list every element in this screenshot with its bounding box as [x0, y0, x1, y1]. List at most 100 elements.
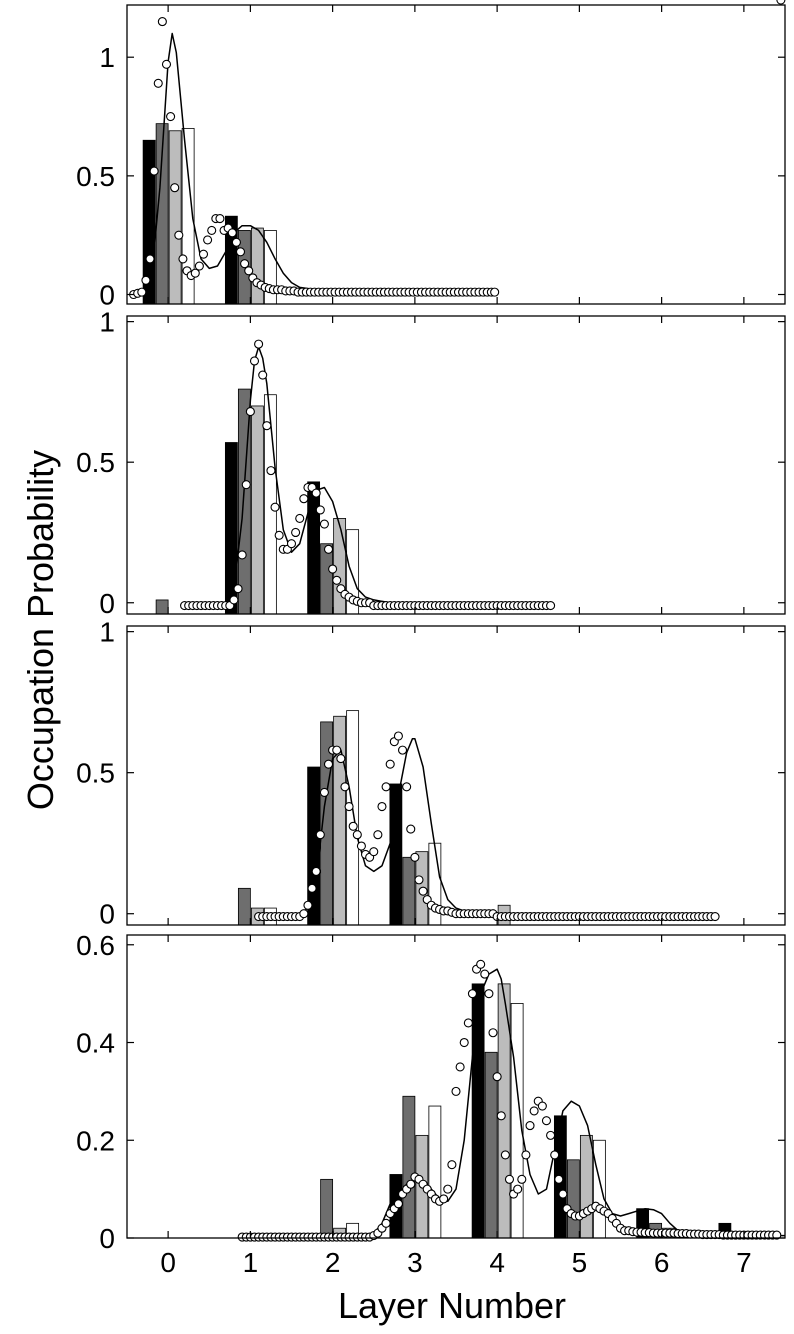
- data-point: [439, 1194, 449, 1204]
- x-tick-label: 0: [160, 1247, 176, 1278]
- plot-frame: [126, 934, 786, 1239]
- y-tick-label: 0.4: [76, 1028, 115, 1059]
- data-point: [369, 847, 379, 857]
- y-tick-label: 0.6: [76, 930, 115, 961]
- bar-layer5-series2: [566, 1159, 580, 1239]
- data-point: [311, 488, 321, 498]
- data-point: [258, 370, 268, 380]
- data-point: [402, 782, 412, 792]
- data-point: [237, 550, 247, 560]
- data-point: [710, 911, 720, 922]
- data-point: [244, 266, 254, 276]
- y-axis-title: Occupation Probability: [20, 450, 61, 810]
- data-point: [385, 759, 395, 769]
- data-point: [459, 1037, 469, 1048]
- data-point: [161, 59, 172, 69]
- data-point: [529, 1106, 539, 1116]
- data-point: [137, 287, 147, 297]
- data-point: [418, 886, 428, 896]
- data-point: [323, 544, 334, 554]
- data-point: [554, 1174, 564, 1184]
- data-point: [490, 287, 500, 297]
- data-point: [149, 166, 159, 176]
- data-point: [537, 1101, 547, 1111]
- bar-layer0-series2: [155, 599, 169, 615]
- data-point: [319, 519, 329, 529]
- bar-layer4-series1: [471, 983, 485, 1239]
- data-point: [550, 1150, 560, 1160]
- data-point: [153, 78, 163, 88]
- data-point: [500, 1150, 510, 1160]
- data-point: [397, 745, 408, 755]
- data-point: [373, 830, 383, 840]
- data-point: [194, 261, 204, 271]
- data-point: [319, 787, 329, 797]
- data-point: [344, 801, 354, 812]
- data-point: [235, 247, 246, 257]
- data-point: [381, 1218, 391, 1228]
- y-tick-label: 1: [99, 307, 115, 338]
- data-point: [480, 969, 490, 979]
- data-point: [174, 230, 184, 240]
- panel-2: 00.51: [76, 307, 786, 619]
- data-point: [240, 259, 250, 269]
- data-point: [410, 852, 420, 862]
- panel-4: 0 0.2 0.4 0.6: [76, 0, 786, 1254]
- y-tick-label: 0.5: [76, 447, 115, 478]
- bar-layer1-series2: [237, 887, 251, 926]
- plot-frame: [126, 315, 786, 615]
- x-tick-labels: 0 1 2 3 4 5 6 7: [160, 1247, 751, 1278]
- y-tick-label: 0: [99, 280, 115, 311]
- data-point: [315, 505, 325, 515]
- data-point: [352, 830, 362, 840]
- data-point: [525, 1121, 535, 1131]
- data-point: [311, 866, 321, 876]
- data-point: [229, 595, 239, 605]
- y-tick-label: 0.2: [76, 1125, 115, 1156]
- data-point: [178, 254, 188, 264]
- data-point: [286, 539, 297, 549]
- data-point: [393, 1199, 403, 1209]
- data-point: [170, 183, 180, 193]
- panel-3: 00.51: [76, 617, 786, 930]
- data-point: [295, 513, 305, 523]
- data-point: [546, 601, 556, 611]
- data-point: [504, 1174, 515, 1184]
- data-point: [307, 883, 317, 893]
- x-tick-label: 3: [407, 1247, 423, 1278]
- data-point: [231, 237, 241, 247]
- data-point: [328, 564, 338, 574]
- data-point: [291, 527, 301, 538]
- x-tick-label: 7: [736, 1247, 752, 1278]
- data-point: [190, 268, 200, 278]
- data-point: [166, 111, 176, 122]
- data-point: [558, 1189, 568, 1199]
- data-point: [467, 989, 478, 999]
- data-point: [207, 225, 217, 235]
- data-point: [484, 989, 494, 999]
- data-point: [332, 745, 342, 755]
- data-point: [348, 821, 358, 831]
- data-point: [336, 754, 346, 764]
- data-point: [299, 494, 309, 504]
- data-point: [340, 782, 350, 792]
- data-point: [488, 1028, 498, 1038]
- bar-layer1-series3: [250, 405, 264, 615]
- panel-1: 00.51: [76, 4, 786, 311]
- y-tick-label: 0: [99, 588, 115, 619]
- bar-layer3-series1: [389, 783, 403, 926]
- data-point: [332, 575, 342, 585]
- data-point: [476, 959, 486, 969]
- data-point: [541, 1116, 552, 1126]
- data-point: [241, 480, 251, 490]
- data-point: [203, 235, 213, 245]
- plot-frame: [126, 4, 786, 305]
- data-point: [447, 1160, 457, 1170]
- x-tick-label: 6: [654, 1247, 670, 1278]
- bar-layer5-series4: [592, 1139, 606, 1239]
- data-point: [521, 1150, 531, 1160]
- y-tick-label: 1: [99, 42, 115, 73]
- x-tick-label: 2: [325, 1247, 341, 1278]
- bar-layer2-series1: [307, 481, 321, 615]
